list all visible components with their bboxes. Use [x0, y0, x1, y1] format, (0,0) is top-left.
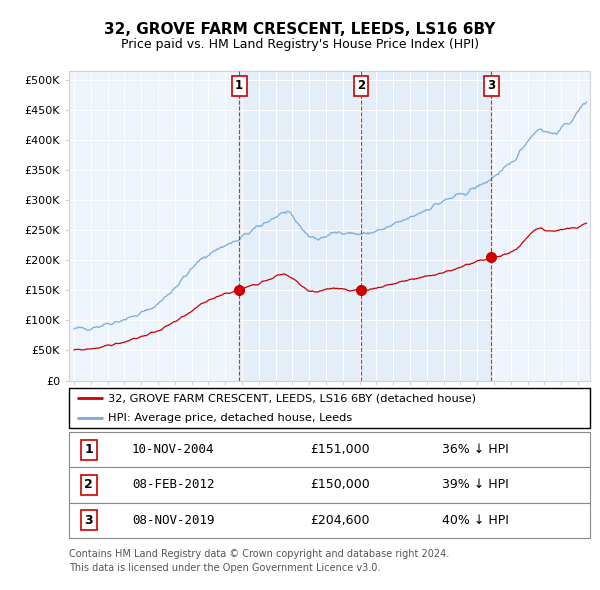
Text: 2: 2: [357, 79, 365, 93]
Text: Price paid vs. HM Land Registry's House Price Index (HPI): Price paid vs. HM Land Registry's House …: [121, 38, 479, 51]
Text: 2: 2: [85, 478, 93, 491]
Text: HPI: Average price, detached house, Leeds: HPI: Average price, detached house, Leed…: [108, 413, 352, 422]
Text: 40% ↓ HPI: 40% ↓ HPI: [442, 514, 509, 527]
Text: 3: 3: [85, 514, 93, 527]
Text: £151,000: £151,000: [310, 443, 370, 456]
Text: £204,600: £204,600: [310, 514, 370, 527]
Text: 39% ↓ HPI: 39% ↓ HPI: [442, 478, 509, 491]
Text: £150,000: £150,000: [310, 478, 370, 491]
Text: 3: 3: [487, 79, 495, 93]
Text: 32, GROVE FARM CRESCENT, LEEDS, LS16 6BY: 32, GROVE FARM CRESCENT, LEEDS, LS16 6BY: [104, 22, 496, 37]
Text: 32, GROVE FARM CRESCENT, LEEDS, LS16 6BY (detached house): 32, GROVE FARM CRESCENT, LEEDS, LS16 6BY…: [108, 394, 476, 404]
Text: 08-FEB-2012: 08-FEB-2012: [132, 478, 214, 491]
Text: 36% ↓ HPI: 36% ↓ HPI: [442, 443, 509, 456]
Text: 08-NOV-2019: 08-NOV-2019: [132, 514, 214, 527]
Bar: [239, 71, 491, 381]
Text: 10-NOV-2004: 10-NOV-2004: [132, 443, 214, 456]
Text: 1: 1: [235, 79, 243, 93]
Text: Contains HM Land Registry data © Crown copyright and database right 2024.
This d: Contains HM Land Registry data © Crown c…: [69, 549, 449, 573]
Text: 1: 1: [85, 443, 93, 456]
